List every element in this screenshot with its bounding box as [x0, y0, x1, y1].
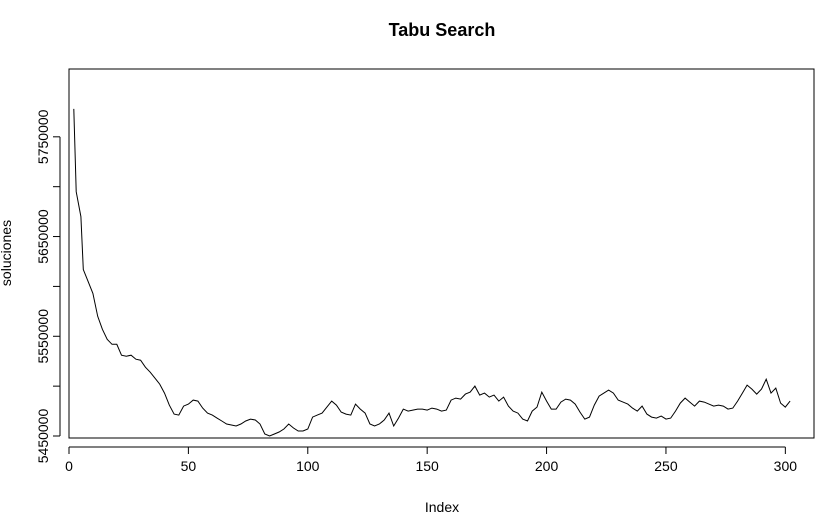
- x-axis: 0 50 100 150 200 250 300: [65, 446, 798, 474]
- series-line-soluciones: [73, 108, 791, 437]
- y-tick-label: 5550000: [35, 309, 51, 364]
- x-tick-label: 50: [181, 458, 197, 474]
- y-tick-label: 5750000: [35, 109, 51, 164]
- y-tick-label: 5450000: [35, 409, 51, 464]
- x-tick-label: 150: [415, 458, 439, 474]
- y-axis-label: soluciones: [0, 220, 14, 286]
- x-tick-label: 200: [535, 458, 559, 474]
- x-tick-label: 100: [296, 458, 320, 474]
- x-tick-label: 300: [774, 458, 798, 474]
- x-tick-label: 250: [654, 458, 678, 474]
- y-tick-label: 5650000: [35, 209, 51, 264]
- x-tick-label: 0: [65, 458, 73, 474]
- chart-title: Tabu Search: [389, 20, 496, 40]
- plot-frame: [68, 68, 815, 439]
- y-axis: 5450000 5550000 5650000 5750000: [35, 109, 61, 464]
- x-axis-label: Index: [425, 499, 459, 515]
